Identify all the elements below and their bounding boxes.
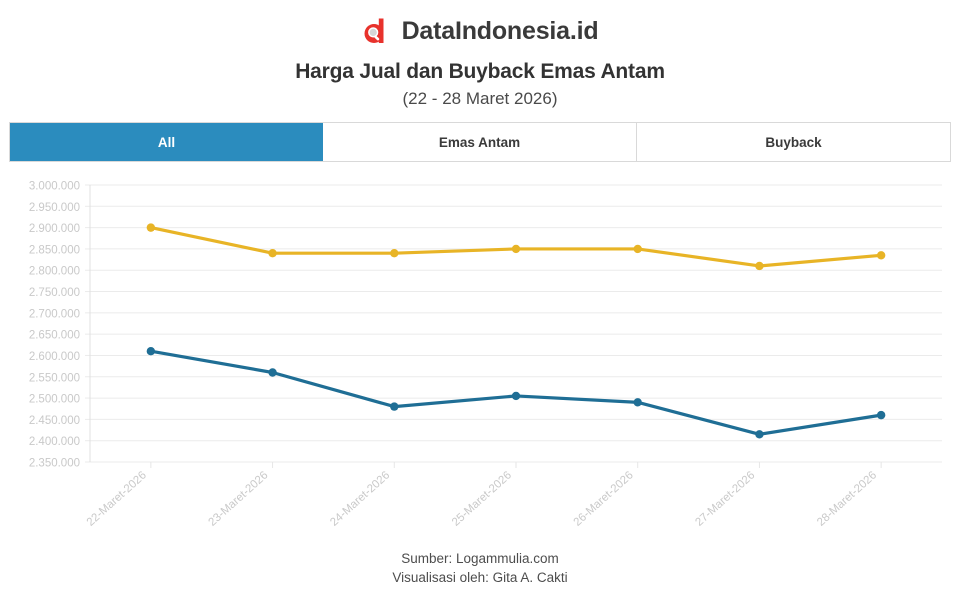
y-axis-label: 2.750.000: [29, 287, 80, 299]
tab-all[interactable]: All: [10, 123, 323, 161]
y-axis-label: 3.000.000: [29, 181, 80, 193]
brand-header: DataIndonesia.id: [0, 0, 960, 48]
y-axis-label: 2.800.000: [29, 266, 80, 278]
y-axis-label: 2.850.000: [29, 244, 80, 256]
data-point[interactable]: [268, 248, 277, 258]
magnifier-d-logo-icon: [362, 16, 392, 46]
tab-emas-antam[interactable]: Emas Antam: [323, 123, 637, 161]
y-axis-label: 2.500.000: [29, 394, 80, 406]
tab-buyback[interactable]: Buyback: [637, 123, 950, 161]
chart-area: 3.000.000 2.950.000 2.900.000 2.850.000 2.80…: [0, 170, 960, 545]
y-axis-label: 2.550.000: [29, 372, 80, 384]
y-axis-label: 2.600.000: [29, 351, 80, 363]
x-axis-label: 26-Maret-2026: [572, 469, 636, 528]
footer-source: Sumber: Logammulia.com: [401, 551, 559, 566]
data-point[interactable]: [876, 251, 886, 260]
x-axis-label: 23-Maret-2026: [206, 469, 270, 528]
x-axis-label: 28-Maret-2026: [815, 469, 879, 528]
page-subtitle: (22 - 28 Maret 2026): [402, 89, 558, 108]
y-axis-label: 2.950.000: [29, 202, 80, 214]
data-point[interactable]: [146, 347, 156, 356]
data-point[interactable]: [755, 430, 764, 439]
y-axis-label: 2.350.000: [29, 458, 80, 470]
data-point[interactable]: [633, 244, 642, 254]
y-axis-label: 2.650.000: [29, 330, 80, 342]
y-axis-label: 2.900.000: [29, 223, 80, 235]
data-point[interactable]: [146, 223, 156, 232]
data-point[interactable]: [390, 402, 399, 411]
y-axis-label: 2.700.000: [29, 308, 80, 320]
chart-footer: Sumber: Logammulia.com Visualisasi oleh:…: [0, 549, 960, 587]
data-point[interactable]: [511, 244, 521, 254]
footer-visualization: Visualisasi oleh: Gita A. Cakti: [392, 570, 568, 585]
x-axis-label: 27-Maret-2026: [693, 469, 757, 528]
tab-bar: All Emas Antam Buyback: [9, 122, 951, 162]
line-chart: 3.000.000 2.950.000 2.900.000 2.850.000 2.80…: [29, 181, 942, 529]
data-point[interactable]: [633, 398, 642, 407]
y-axis-label: 2.450.000: [29, 415, 80, 427]
x-axis-label: 25-Maret-2026: [450, 469, 514, 528]
x-axis-label: 24-Maret-2026: [328, 469, 392, 528]
data-point[interactable]: [876, 410, 886, 420]
data-point[interactable]: [390, 248, 399, 258]
data-point[interactable]: [511, 391, 521, 401]
data-point[interactable]: [755, 261, 764, 271]
brand-name: DataIndonesia.id: [401, 16, 599, 45]
data-point[interactable]: [268, 368, 277, 377]
x-axis-label: 22-Maret-2026: [85, 469, 149, 528]
y-axis-label: 2.400.000: [29, 436, 80, 448]
page-title: Harga Jual dan Buyback Emas Antam: [295, 60, 665, 83]
